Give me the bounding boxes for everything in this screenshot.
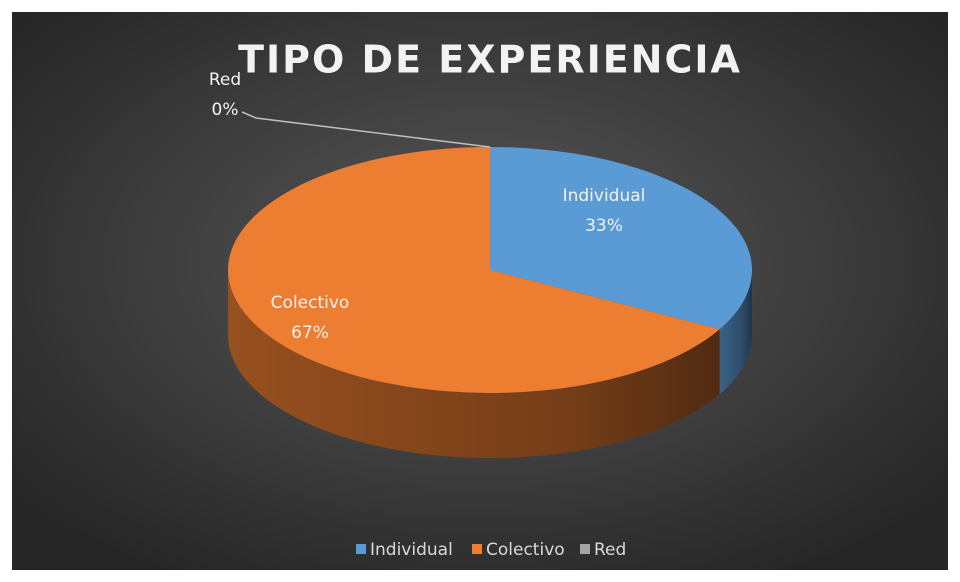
leader-line <box>241 111 491 148</box>
pie-side-shade <box>228 270 720 458</box>
legend-swatch <box>472 544 482 554</box>
legend-swatch <box>580 544 590 554</box>
pie-side-shade <box>719 270 752 395</box>
pie-slice <box>228 147 720 393</box>
legend: Individual Colectivo Red <box>356 540 626 560</box>
data-label-value: 33% <box>585 216 623 236</box>
legend-label: Red <box>594 540 626 560</box>
chart-title: TIPO DE EXPERIENCIA <box>238 38 742 82</box>
data-labels: Individual 33% Colectivo 67% Red 0% <box>209 70 646 343</box>
legend-label: Individual <box>370 540 453 560</box>
pie-slice <box>490 147 752 330</box>
data-label-name: Red <box>209 70 241 90</box>
data-label-name: Colectivo <box>271 293 350 313</box>
data-label-value: 67% <box>291 323 329 343</box>
data-label-name: Individual <box>563 186 646 206</box>
data-label-value: 0% <box>212 100 239 120</box>
legend-label: Colectivo <box>486 540 565 560</box>
pie <box>228 147 752 458</box>
legend-swatch <box>356 544 366 554</box>
